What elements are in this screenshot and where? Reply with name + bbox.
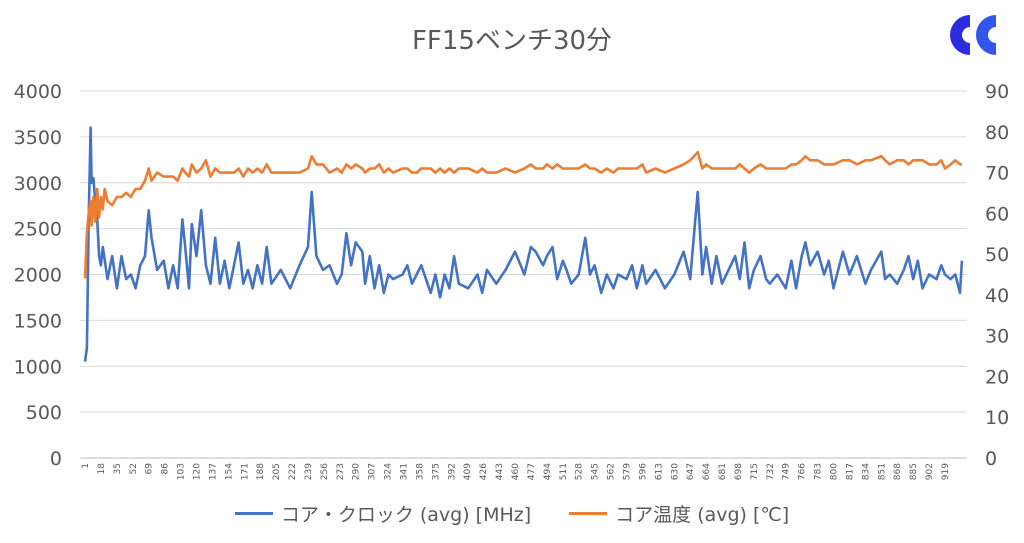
- x-tick-label: 290: [352, 463, 362, 480]
- x-tick-label: 851: [877, 463, 887, 480]
- x-tick-label: 885: [909, 463, 919, 480]
- x-tick-label: 613: [654, 463, 664, 480]
- left-tick-label: 500: [26, 402, 62, 424]
- left-tick-label: 2000: [14, 265, 62, 287]
- chart-title: FF15ベンチ30分: [411, 26, 613, 56]
- x-tick-label: 341: [400, 463, 410, 480]
- x-tick-label: 545: [591, 463, 601, 480]
- x-tick-label: 120: [192, 463, 202, 480]
- right-tick-label: 10: [985, 407, 1009, 429]
- x-tick-label: 647: [686, 463, 696, 480]
- x-tick-label: 834: [861, 463, 871, 480]
- x-tick-label: 205: [272, 463, 282, 480]
- left-tick-label: 4000: [14, 81, 62, 103]
- right-tick-label: 90: [985, 81, 1009, 103]
- legend-swatch-clock: [234, 512, 273, 515]
- right-tick-label: 70: [985, 163, 1009, 185]
- x-tick-label: 18: [97, 463, 107, 475]
- x-tick-label: 749: [782, 463, 792, 480]
- x-axis-ticks: 1 18 35 52 69 86 103 120 137 154 171 188 205 222 239 25…: [81, 463, 951, 480]
- x-tick-label: 511: [559, 463, 569, 480]
- left-tick-label: 1500: [14, 310, 62, 332]
- x-tick-label: 171: [240, 463, 250, 480]
- grid-lines: [80, 90, 967, 459]
- x-tick-label: 52: [129, 463, 139, 474]
- x-tick-label: 137: [208, 463, 218, 480]
- x-tick-label: 443: [495, 463, 505, 480]
- x-tick-label: 630: [670, 463, 680, 480]
- right-tick-label: 60: [985, 203, 1009, 225]
- x-tick-label: 902: [925, 463, 935, 480]
- left-tick-label: 0: [50, 448, 62, 470]
- x-tick-label: 86: [161, 463, 171, 475]
- legend-swatch-temp: [569, 512, 608, 515]
- x-tick-label: 494: [543, 463, 553, 480]
- right-tick-label: 20: [985, 366, 1009, 388]
- left-tick-label: 1000: [14, 356, 62, 378]
- legend-item-clock: コア・クロック (avg) [MHz]: [234, 500, 532, 527]
- x-tick-label: 783: [814, 463, 824, 480]
- right-axis-ticks: 0 10 20 30 40 50 60 70 80 90: [985, 81, 1009, 470]
- line-chart: 0 500 1000 1500 2000 2500 3000 3500 4000 0 10 20 30…: [14, 81, 1010, 480]
- x-tick-label: 528: [575, 463, 585, 480]
- right-tick-label: 50: [985, 244, 1009, 266]
- x-tick-label: 409: [463, 463, 473, 480]
- x-tick-label: 596: [638, 463, 648, 480]
- x-tick-label: 715: [750, 463, 760, 480]
- x-tick-label: 358: [415, 463, 425, 480]
- x-tick-label: 273: [336, 463, 346, 480]
- x-tick-label: 1: [81, 463, 91, 469]
- x-tick-label: 732: [766, 463, 776, 480]
- x-tick-label: 868: [893, 463, 903, 480]
- x-tick-label: 103: [177, 463, 187, 480]
- x-tick-label: 239: [304, 463, 314, 480]
- x-tick-label: 35: [113, 463, 123, 474]
- x-tick-label: 460: [511, 463, 521, 480]
- legend-item-temp: コア温度 (avg) [℃]: [569, 500, 789, 527]
- legend-label-clock: コア・クロック (avg) [MHz]: [280, 504, 532, 526]
- x-tick-label: 222: [288, 463, 298, 480]
- legend: コア・クロック (avg) [MHz] コア温度 (avg) [℃]: [0, 500, 1024, 527]
- x-tick-label: 154: [224, 463, 234, 480]
- x-tick-label: 307: [368, 463, 378, 480]
- legend-label-temp: コア温度 (avg) [℃]: [615, 504, 790, 526]
- series-line-temp: [83, 150, 962, 279]
- x-tick-label: 579: [622, 463, 632, 480]
- x-tick-label: 664: [702, 463, 712, 480]
- x-tick-label: 392: [447, 463, 457, 480]
- x-tick-label: 766: [798, 463, 808, 480]
- right-tick-label: 30: [985, 326, 1009, 348]
- right-tick-label: 0: [985, 448, 997, 470]
- x-tick-label: 188: [256, 463, 266, 480]
- x-tick-label: 681: [718, 463, 728, 480]
- x-tick-label: 919: [941, 463, 951, 480]
- x-tick-label: 69: [145, 463, 155, 475]
- x-tick-label: 375: [431, 463, 441, 480]
- x-tick-label: 817: [845, 463, 855, 480]
- series-line-clock: [83, 126, 964, 362]
- left-tick-label: 2500: [14, 219, 62, 241]
- left-tick-label: 3500: [14, 127, 62, 149]
- right-tick-label: 80: [985, 122, 1009, 144]
- x-tick-label: 477: [527, 463, 537, 480]
- x-tick-label: 800: [830, 463, 840, 480]
- x-tick-label: 426: [479, 463, 489, 480]
- left-axis-ticks: 0 500 1000 1500 2000 2500 3000 3500 4000: [14, 81, 62, 470]
- x-tick-label: 324: [384, 463, 394, 480]
- x-tick-label: 256: [320, 463, 330, 480]
- x-tick-label: 698: [734, 463, 744, 480]
- left-tick-label: 3000: [14, 173, 62, 195]
- right-tick-label: 40: [985, 285, 1009, 307]
- x-tick-label: 562: [607, 463, 617, 480]
- series-layer: [83, 126, 964, 362]
- brand-logo-icon: [950, 15, 996, 55]
